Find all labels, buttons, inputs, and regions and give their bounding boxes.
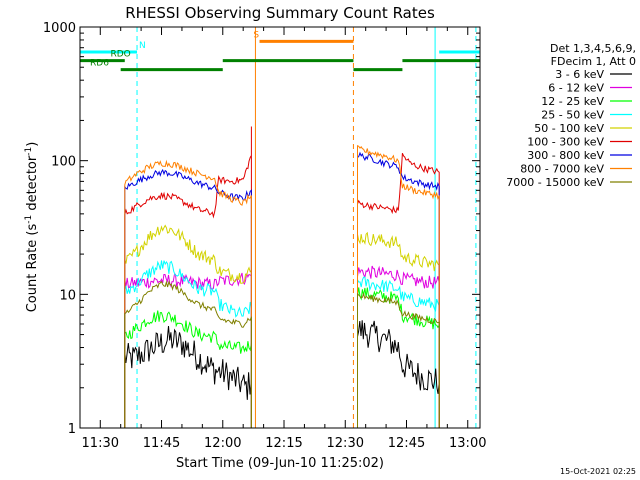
x-tick-label-2: 12:00 <box>204 436 241 451</box>
y-label-mid: detector <box>25 155 40 215</box>
x-tick-label-1: 11:45 <box>143 436 180 451</box>
series-line-8-0 <box>124 280 252 428</box>
series-line-4-0 <box>124 224 252 428</box>
y-tick-label-3: 1000 <box>43 21 76 36</box>
series-line-7-1 <box>357 145 440 428</box>
legend-label-7: 800 - 7000 keV <box>520 163 604 176</box>
series-line-1-1 <box>357 265 440 428</box>
legend-label-0: 3 - 6 keV <box>555 68 604 81</box>
y-axis-label: Count Rate (s-1 detector-1) <box>24 142 40 313</box>
series-line-5-0 <box>124 126 252 428</box>
series-line-6-0 <box>124 168 252 428</box>
flag-label-rd6: RD6 <box>90 59 109 69</box>
series-line-4-1 <box>357 231 440 428</box>
legend-header-1: Det 1,3,4,5,6,9, <box>550 42 636 55</box>
flag-label-rdo: RDO <box>110 50 130 60</box>
x-tick-label-6: 13:00 <box>449 436 486 451</box>
x-tick-label-5: 12:45 <box>388 436 425 451</box>
legend-label-2: 12 - 25 keV <box>541 95 604 108</box>
series-line-3-0 <box>124 260 252 428</box>
x-tick-label-0: 11:30 <box>82 436 119 451</box>
series-line-7-0 <box>124 159 252 428</box>
series-line-0-1 <box>357 320 440 428</box>
y-tick-label-0: 1 <box>68 422 76 437</box>
legend-label-8: 7000 - 15000 keV <box>506 176 604 189</box>
plot-frame <box>79 26 481 429</box>
series-line-3-1 <box>357 276 440 428</box>
timestamp: 15-Oct-2021 02:25 <box>560 467 636 476</box>
legend-label-3: 25 - 50 keV <box>541 109 604 122</box>
legend: Det 1,3,4,5,6,9, FDecim 1, Att 0 3 - 6 k… <box>506 42 636 189</box>
series-line-0-0 <box>124 325 252 428</box>
y-label-exp1: -1 <box>24 215 34 224</box>
series-line-5-1 <box>357 153 440 428</box>
y-tick-label-2: 100 <box>51 155 76 170</box>
legend-label-1: 6 - 12 keV <box>548 82 604 95</box>
x-axis-label: Start Time (09-Jun-10 11:25:02) <box>176 456 384 471</box>
series-line-2-1 <box>357 287 440 428</box>
series-line-2-0 <box>124 310 252 428</box>
legend-label-6: 300 - 800 keV <box>527 149 604 162</box>
series-line-6-1 <box>357 151 440 428</box>
y-tick-label-1: 10 <box>59 288 76 303</box>
legend-label-4: 50 - 100 keV <box>534 122 604 135</box>
y-label-main: Count Rate (s <box>25 224 40 313</box>
y-label-end: ) <box>25 142 40 147</box>
x-tick-label-4: 12:30 <box>327 436 364 451</box>
legend-label-5: 100 - 300 keV <box>527 136 604 149</box>
y-label-exp2: -1 <box>24 147 34 156</box>
flag-label-n: N <box>139 41 146 51</box>
chart-title: RHESSI Observing Summary Count Rates <box>125 4 435 22</box>
legend-header-2: FDecim 1, Att 0 <box>551 55 636 68</box>
series-lines <box>124 126 440 428</box>
flag-label-s: S <box>253 30 259 40</box>
series-line-8-1 <box>357 292 440 428</box>
x-tick-label-3: 12:15 <box>265 436 302 451</box>
axis-ticks: 11:30 11:45 12:00 12:15 12:30 12:45 13:00 1 10 10… <box>43 21 487 451</box>
